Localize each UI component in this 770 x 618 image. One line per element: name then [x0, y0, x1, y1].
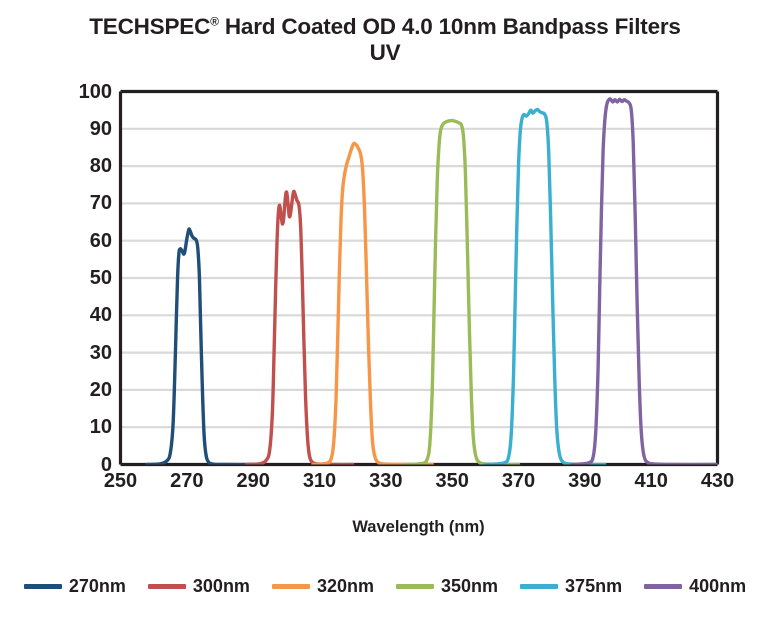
legend-swatch-icon — [644, 584, 683, 589]
x-tick-label: 390 — [568, 470, 602, 492]
x-tick-label: 330 — [369, 470, 403, 492]
legend-item-300nm[interactable]: 300nm — [147, 576, 250, 597]
series-group — [145, 97, 718, 465]
x-axis-label: Wavelength (nm) — [352, 518, 485, 536]
y-tick-label: 30 — [89, 341, 112, 364]
series-line-320nm — [311, 141, 434, 465]
legend-item-400nm[interactable]: 400nm — [644, 576, 746, 597]
series-line-270nm — [145, 227, 255, 465]
y-tick-label: 50 — [89, 267, 112, 289]
legend-label: 400nm — [689, 576, 747, 596]
legend-item-375nm[interactable]: 375nm — [520, 576, 622, 597]
x-tick-label: 430 — [700, 470, 735, 492]
legend-swatch-icon — [396, 584, 434, 589]
y-tick-label: 60 — [89, 229, 112, 252]
chart-title-brand: TECHSPEC — [89, 14, 211, 39]
series-line-300nm — [244, 189, 355, 465]
y-tick-label: 80 — [89, 155, 112, 178]
y-tick-label: 40 — [89, 304, 112, 327]
series-line-375nm — [483, 107, 607, 465]
legend-label: 350nm — [441, 576, 499, 596]
chart-title: TECHSPEC® Hard Coated OD 4.0 10nm Bandpa… — [0, 14, 770, 66]
x-tick-label: 370 — [501, 470, 536, 492]
registered-trademark-icon: ® — [210, 14, 219, 29]
series-line-400nm — [569, 97, 718, 465]
y-tick-label: 20 — [89, 378, 112, 401]
legend-swatch-icon — [147, 584, 186, 589]
series-line-350nm — [404, 118, 521, 465]
y-tick-label: 70 — [89, 192, 112, 215]
x-tick-label: 410 — [634, 470, 668, 492]
y-tick-label: 0 — [100, 453, 112, 476]
legend-label: 375nm — [565, 576, 623, 596]
legend-label: 300nm — [192, 576, 250, 596]
x-tick-label: 350 — [435, 470, 469, 492]
legend-item-270nm[interactable]: 270nm — [23, 576, 126, 597]
legend-swatch-icon — [23, 584, 62, 589]
chart-title-line-1: TECHSPEC® Hard Coated OD 4.0 10nm Bandpa… — [0, 14, 770, 40]
chart-legend: 270nm 300nm 320nm 350nm 375nm 400nm — [0, 576, 770, 597]
legend-item-320nm[interactable]: 320nm — [271, 576, 374, 597]
legend-swatch-icon — [271, 584, 310, 589]
x-tick-label: 290 — [236, 470, 270, 492]
y-axis-tick-labels: 100 90 80 70 60 50 40 30 20 10 0 — [46, 0, 112, 618]
x-tick-label: 310 — [302, 470, 337, 492]
x-tick-label: 270 — [170, 470, 204, 492]
chart-title-rest: Hard Coated OD 4.0 10nm Bandpass Filters — [218, 14, 681, 39]
y-tick-label: 100 — [78, 80, 112, 103]
grid-lines — [120, 90, 718, 429]
x-tick-label: 250 — [103, 470, 138, 492]
legend-label: 270nm — [68, 576, 126, 596]
y-tick-label: 10 — [89, 416, 112, 439]
legend-label: 320nm — [316, 576, 374, 596]
legend-swatch-icon — [520, 584, 559, 589]
y-tick-label: 90 — [89, 117, 112, 140]
chart-subtitle: UV — [369, 40, 401, 65]
legend-item-350nm[interactable]: 350nm — [396, 576, 498, 597]
